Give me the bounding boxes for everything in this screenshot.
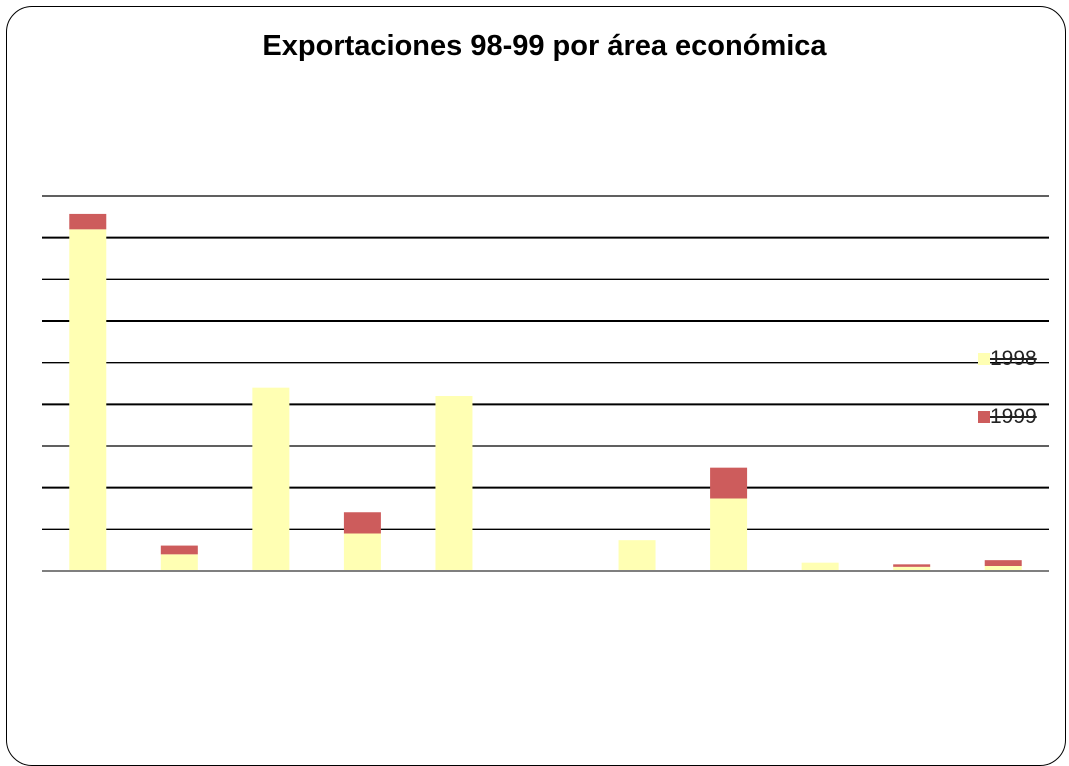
- bar-1998-cat-7: [618, 540, 656, 571]
- bar-1998-cat-5: [435, 396, 473, 571]
- bars: [69, 213, 1022, 572]
- legend-label-1999: 1999: [990, 405, 1037, 428]
- bar-1998-cat-1: [69, 229, 107, 572]
- legend-swatch-1998: [978, 353, 990, 365]
- legend-swatch-1999: [978, 411, 990, 423]
- bar-1998-cat-9: [801, 562, 839, 571]
- chart-title: Exportaciones 98-99 por área económica: [262, 30, 827, 62]
- bar-1999-cat-11: [984, 560, 1022, 566]
- bar-1999-cat-2: [160, 545, 198, 555]
- legend-label-1998: 1998: [990, 347, 1037, 370]
- gridlines: [42, 195, 1049, 530]
- legend-item-1999: 1999: [976, 403, 1066, 461]
- bar-1999-cat-10: [893, 564, 931, 567]
- bar-1999-cat-1: [69, 213, 107, 230]
- bar-1998-cat-4: [343, 533, 381, 571]
- bar-1998-cat-3: [252, 387, 290, 571]
- legend-item-1998: 1998: [976, 345, 1066, 403]
- bar-1998-cat-10: [893, 566, 931, 571]
- legend: 1998 1999: [976, 345, 1066, 461]
- bar-1999-cat-4: [343, 512, 381, 534]
- bar-1998-cat-11: [984, 566, 1022, 571]
- bar-1999-cat-8: [710, 467, 748, 499]
- bar-1998-cat-8: [710, 498, 748, 571]
- bar-1998-cat-2: [160, 554, 198, 571]
